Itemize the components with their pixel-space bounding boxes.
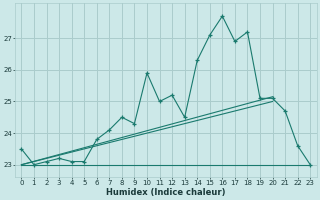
X-axis label: Humidex (Indice chaleur): Humidex (Indice chaleur) [106, 188, 226, 197]
